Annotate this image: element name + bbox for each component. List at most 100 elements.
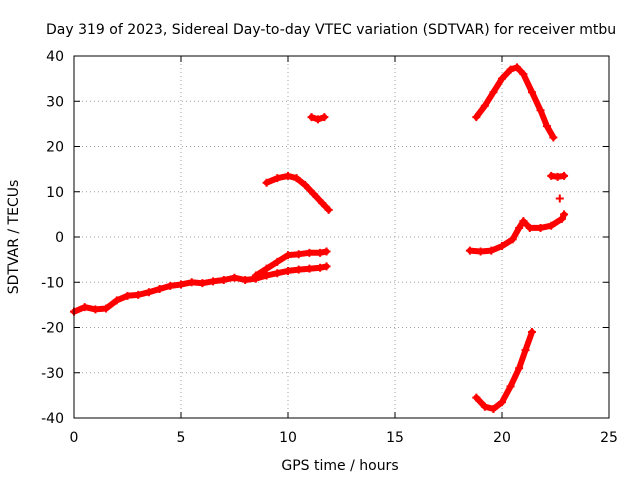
data-point xyxy=(519,70,528,79)
data-point xyxy=(219,275,228,284)
data-point xyxy=(525,223,534,232)
data-point xyxy=(512,63,521,72)
y-tick-label: 10 xyxy=(46,185,64,201)
data-point xyxy=(294,265,303,274)
series-4 xyxy=(307,113,329,124)
data-point xyxy=(480,402,489,411)
data-point xyxy=(316,248,325,257)
series-trace xyxy=(466,211,568,255)
data-point xyxy=(241,275,250,284)
data-point xyxy=(515,364,524,373)
y-tick-label: 0 xyxy=(55,230,64,246)
data-point xyxy=(480,101,489,110)
data-point xyxy=(519,217,528,226)
grid-lines xyxy=(74,56,609,418)
series-1 xyxy=(70,262,331,316)
data-point xyxy=(465,246,474,255)
chart-title: Day 319 of 2023, Sidereal Day-to-day VTE… xyxy=(46,22,616,38)
series-5 xyxy=(465,210,569,256)
data-point xyxy=(305,264,314,273)
series-3 xyxy=(262,171,333,214)
y-tick-label: -30 xyxy=(41,366,64,382)
data-point xyxy=(91,305,100,314)
x-axis-label: GPS time / hours xyxy=(281,458,398,474)
data-point xyxy=(508,235,517,244)
data-point xyxy=(262,178,271,187)
data-point xyxy=(506,65,515,74)
data-point xyxy=(284,251,292,260)
series-2 xyxy=(251,247,331,280)
x-tick-label: 25 xyxy=(600,430,618,446)
series-trace xyxy=(263,172,332,213)
series-8 xyxy=(555,194,564,203)
data-point xyxy=(487,246,496,255)
data-point xyxy=(102,304,111,313)
data-point xyxy=(557,214,566,223)
data-point xyxy=(284,266,292,275)
data-point xyxy=(305,248,314,257)
data-point xyxy=(472,113,481,122)
data-point xyxy=(262,264,271,273)
series-trace xyxy=(473,64,557,141)
series-9 xyxy=(472,328,536,413)
data-point xyxy=(324,205,333,214)
data-point xyxy=(560,171,569,180)
data-point xyxy=(209,277,218,286)
data-point xyxy=(292,174,301,183)
data-point xyxy=(294,250,303,259)
data-point xyxy=(313,115,322,124)
x-tick-label: 20 xyxy=(493,430,511,446)
data-point xyxy=(166,281,175,290)
data-point xyxy=(273,269,282,278)
data-point xyxy=(198,279,207,288)
data-point xyxy=(262,271,271,280)
y-tick-label: 30 xyxy=(46,94,64,110)
data-point xyxy=(536,106,545,115)
y-tick-label: 20 xyxy=(46,140,64,156)
data-point xyxy=(549,133,558,142)
data-point xyxy=(177,280,185,289)
x-tick-label: 0 xyxy=(70,430,79,446)
axis-ticks: 0 5 10 15 20 25 -40 -30 -20 -10 0 10 20 30 40 xyxy=(41,49,618,446)
data-point xyxy=(527,88,536,97)
data-point xyxy=(309,190,318,199)
data-point xyxy=(318,199,327,208)
data-point xyxy=(134,290,143,299)
data-point xyxy=(144,288,153,297)
data-point xyxy=(555,194,564,203)
data-point xyxy=(536,223,545,232)
series-6 xyxy=(472,63,558,142)
data-point xyxy=(489,88,498,97)
data-point xyxy=(498,74,506,83)
y-tick-label: -10 xyxy=(41,275,64,291)
data-point xyxy=(560,210,569,219)
data-point xyxy=(316,263,325,272)
data-point xyxy=(273,257,282,266)
data-point xyxy=(547,221,556,230)
series-7 xyxy=(547,171,569,181)
data-point xyxy=(80,303,89,312)
y-tick-label: -40 xyxy=(41,411,64,427)
data-point xyxy=(123,291,132,300)
data-point xyxy=(301,180,310,189)
data-point xyxy=(527,328,536,337)
data-point xyxy=(251,271,260,280)
data-point xyxy=(112,296,121,305)
data-point xyxy=(322,262,331,271)
data-point xyxy=(187,278,196,287)
data-point xyxy=(155,285,164,294)
data-point xyxy=(284,171,292,180)
data-series xyxy=(70,63,569,413)
x-tick-label: 5 xyxy=(177,430,186,446)
series-trace xyxy=(473,329,535,412)
x-tick-label: 10 xyxy=(279,430,297,446)
data-point xyxy=(489,404,498,413)
y-axis-label: SDTVAR / TECUs xyxy=(6,180,22,295)
data-point xyxy=(498,242,506,251)
y-tick-label: 40 xyxy=(46,49,64,65)
data-point xyxy=(307,113,316,122)
data-point xyxy=(320,113,329,122)
data-point xyxy=(498,398,506,407)
data-point xyxy=(515,223,524,232)
